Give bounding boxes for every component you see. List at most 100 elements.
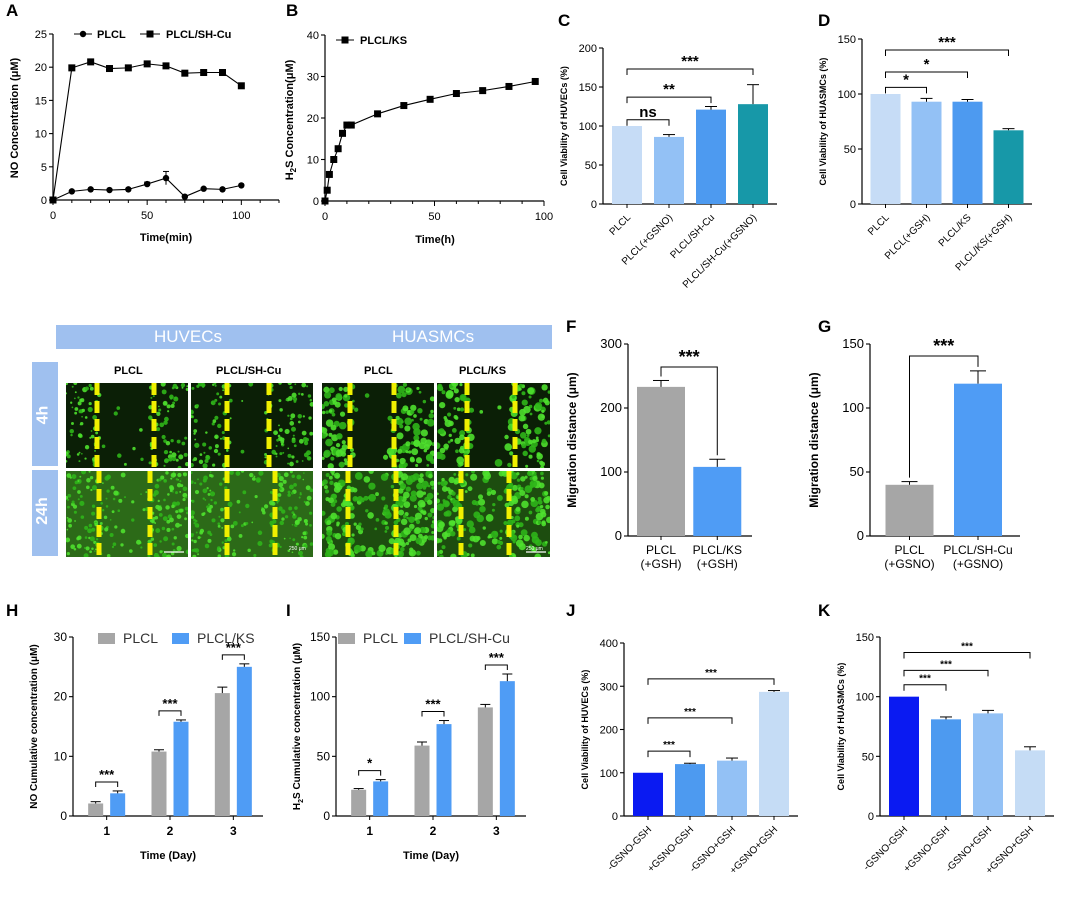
cell bbox=[254, 494, 258, 499]
micrograph-huvec-plcl-24h bbox=[66, 471, 188, 557]
cell bbox=[324, 489, 330, 494]
I-legend-swatch-0 bbox=[338, 633, 355, 644]
cell bbox=[275, 452, 278, 456]
cell bbox=[293, 513, 296, 516]
cell bbox=[296, 474, 302, 480]
cell bbox=[264, 456, 267, 459]
cell bbox=[157, 499, 160, 503]
cell bbox=[81, 471, 87, 475]
cell bbox=[335, 393, 343, 400]
cell bbox=[148, 405, 153, 410]
cell bbox=[289, 461, 294, 467]
cell bbox=[443, 415, 447, 420]
cell bbox=[397, 550, 405, 557]
cell bbox=[492, 502, 496, 507]
cell bbox=[306, 456, 312, 461]
cell bbox=[94, 449, 97, 452]
cell bbox=[294, 383, 297, 386]
H-0-sig-label: *** bbox=[99, 767, 115, 782]
cell bbox=[510, 495, 518, 503]
cell bbox=[298, 438, 304, 444]
I-2-sig-bracket bbox=[484, 664, 508, 670]
H-xlabel: Time (Day) bbox=[140, 850, 196, 862]
cell bbox=[384, 504, 389, 509]
cell bbox=[520, 476, 526, 482]
cell bbox=[459, 445, 465, 450]
B-point bbox=[321, 197, 329, 205]
cell bbox=[328, 432, 333, 437]
cell bbox=[527, 387, 535, 395]
cell bbox=[509, 451, 514, 456]
cell bbox=[258, 471, 264, 476]
cell bbox=[175, 522, 181, 528]
cell bbox=[160, 383, 166, 387]
cell bbox=[541, 384, 548, 391]
cell bbox=[499, 529, 503, 533]
cell bbox=[260, 508, 266, 513]
cell bbox=[537, 413, 546, 421]
cell bbox=[170, 472, 176, 478]
I-bar-PLCL/SH-Cu-0 bbox=[373, 781, 389, 816]
D-category-label-0: PLCL bbox=[866, 212, 892, 238]
cell bbox=[510, 472, 518, 480]
cell bbox=[177, 465, 182, 468]
cell bbox=[390, 484, 395, 489]
cell bbox=[368, 482, 376, 490]
cell bbox=[464, 490, 468, 493]
cell bbox=[184, 506, 188, 511]
cell bbox=[465, 473, 469, 477]
cell bbox=[277, 434, 281, 438]
cell bbox=[185, 549, 188, 555]
cell bbox=[382, 508, 390, 516]
cell bbox=[94, 548, 97, 551]
cell bbox=[175, 478, 179, 481]
cell bbox=[211, 518, 216, 523]
cell bbox=[479, 539, 486, 547]
cell bbox=[279, 487, 282, 491]
cell bbox=[494, 459, 503, 467]
cell bbox=[496, 495, 503, 502]
cell bbox=[354, 407, 359, 412]
cell bbox=[415, 463, 419, 467]
cell bbox=[89, 436, 92, 439]
cell bbox=[66, 528, 69, 531]
D-2-sig-bracket bbox=[885, 49, 1009, 56]
cell bbox=[152, 516, 156, 520]
cell bbox=[415, 537, 423, 545]
I-1-sig-label: *** bbox=[425, 697, 441, 712]
cell bbox=[256, 478, 261, 483]
cell bbox=[78, 409, 83, 414]
cell bbox=[540, 476, 544, 480]
cell bbox=[106, 474, 111, 480]
cell bbox=[67, 493, 72, 498]
cell bbox=[169, 489, 173, 493]
cell bbox=[545, 504, 550, 510]
H-bar-PLCL-1 bbox=[151, 751, 167, 816]
cell bbox=[338, 461, 345, 468]
cell bbox=[194, 442, 200, 448]
cell bbox=[516, 472, 520, 476]
cell bbox=[191, 515, 195, 519]
cell bbox=[221, 541, 224, 544]
cell bbox=[453, 406, 457, 410]
cell bbox=[528, 439, 533, 445]
cell bbox=[535, 539, 542, 546]
cell bbox=[415, 550, 421, 556]
cell bbox=[219, 482, 223, 486]
cell bbox=[413, 434, 420, 441]
cell bbox=[326, 520, 332, 526]
cell bbox=[414, 512, 422, 520]
cell bbox=[352, 496, 359, 502]
cell bbox=[90, 434, 95, 439]
cell bbox=[242, 490, 247, 495]
I-0-sig-bracket bbox=[358, 770, 382, 776]
cell bbox=[539, 508, 546, 515]
cell bbox=[83, 553, 89, 557]
cell bbox=[229, 471, 234, 475]
F-ytick-label-2: 200 bbox=[600, 400, 622, 415]
cell bbox=[322, 510, 326, 516]
cell bbox=[197, 553, 199, 556]
cell bbox=[213, 501, 218, 505]
cell bbox=[166, 519, 171, 524]
cell bbox=[257, 540, 263, 547]
